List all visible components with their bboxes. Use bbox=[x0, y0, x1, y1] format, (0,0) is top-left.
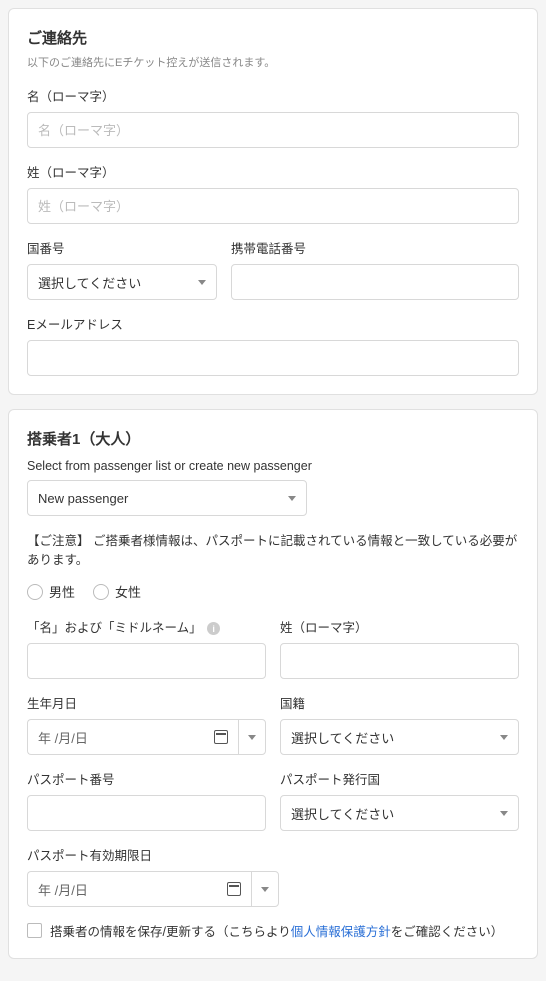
dob-dropdown-button[interactable] bbox=[238, 719, 266, 755]
country-code-label: 国番号 bbox=[27, 238, 217, 257]
radio-icon bbox=[27, 584, 43, 600]
passenger-select-label: Select from passenger list or create new… bbox=[27, 459, 519, 473]
chevron-down-icon bbox=[248, 735, 256, 740]
calendar-icon bbox=[214, 730, 228, 744]
chevron-down-icon bbox=[198, 280, 206, 285]
passport-country-value: 選択してください bbox=[291, 804, 394, 823]
passport-no-input[interactable] bbox=[27, 795, 266, 831]
gender-radios: 男性 女性 bbox=[27, 582, 519, 601]
surname-label: 姓（ローマ字） bbox=[280, 617, 519, 636]
chevron-down-icon bbox=[288, 496, 296, 501]
gender-female-label: 女性 bbox=[115, 582, 141, 601]
mobile-label: 携帯電話番号 bbox=[231, 238, 519, 257]
passport-no-label: パスポート番号 bbox=[27, 769, 266, 788]
first-name-label: 名（ローマ字） bbox=[27, 86, 519, 105]
save-info-checkbox[interactable] bbox=[27, 923, 42, 938]
contact-card: ご連絡先 以下のご連絡先にEチケット控えが送信されます。 名（ローマ字） 姓（ロ… bbox=[8, 8, 538, 395]
privacy-link[interactable]: 個人情報保護方針 bbox=[291, 925, 391, 939]
passport-expiry-input[interactable]: 年 /月/日 bbox=[27, 871, 251, 907]
surname-input[interactable] bbox=[280, 643, 519, 679]
passenger-select-value: New passenger bbox=[38, 491, 128, 506]
last-name-input[interactable] bbox=[27, 188, 519, 224]
info-icon: i bbox=[207, 622, 220, 635]
passenger-card: 搭乗者1（大人） Select from passenger list or c… bbox=[8, 409, 538, 959]
chevron-down-icon bbox=[261, 887, 269, 892]
passport-expiry-dropdown-button[interactable] bbox=[251, 871, 279, 907]
last-name-label: 姓（ローマ字） bbox=[27, 162, 519, 181]
passport-notice: 【ご注意】 ご搭乗者様情報は、パスポートに記載されている情報と一致している必要が… bbox=[27, 530, 519, 568]
email-input[interactable] bbox=[27, 340, 519, 376]
dob-label: 生年月日 bbox=[27, 693, 266, 712]
email-label: Eメールアドレス bbox=[27, 314, 519, 333]
passport-expiry-placeholder: 年 /月/日 bbox=[38, 880, 88, 899]
contact-title: ご連絡先 bbox=[27, 27, 519, 48]
nationality-label: 国籍 bbox=[280, 693, 519, 712]
radio-icon bbox=[93, 584, 109, 600]
passenger-select[interactable]: New passenger bbox=[27, 480, 307, 516]
given-name-input[interactable] bbox=[27, 643, 266, 679]
passport-country-label: パスポート発行国 bbox=[280, 769, 519, 788]
dob-placeholder: 年 /月/日 bbox=[38, 728, 88, 747]
passport-expiry-label: パスポート有効期限日 bbox=[27, 845, 519, 864]
nationality-value: 選択してください bbox=[291, 728, 394, 747]
country-code-select[interactable]: 選択してください bbox=[27, 264, 217, 300]
contact-subtitle: 以下のご連絡先にEチケット控えが送信されます。 bbox=[27, 54, 519, 70]
dob-input[interactable]: 年 /月/日 bbox=[27, 719, 238, 755]
passenger-title: 搭乗者1（大人） bbox=[27, 428, 519, 449]
country-code-value: 選択してください bbox=[38, 273, 141, 292]
gender-male-radio[interactable]: 男性 bbox=[27, 582, 75, 601]
save-info-text: 搭乗者の情報を保存/更新する（こちらより個人情報保護方針をご確認ください） bbox=[50, 921, 503, 940]
chevron-down-icon bbox=[500, 735, 508, 740]
mobile-input[interactable] bbox=[231, 264, 519, 300]
save-info-row: 搭乗者の情報を保存/更新する（こちらより個人情報保護方針をご確認ください） bbox=[27, 921, 519, 940]
gender-male-label: 男性 bbox=[49, 582, 75, 601]
calendar-icon bbox=[227, 882, 241, 896]
first-name-input[interactable] bbox=[27, 112, 519, 148]
chevron-down-icon bbox=[500, 811, 508, 816]
passport-country-select[interactable]: 選択してください bbox=[280, 795, 519, 831]
nationality-select[interactable]: 選択してください bbox=[280, 719, 519, 755]
given-name-label: 「名」および「ミドルネーム」 i bbox=[27, 617, 266, 636]
gender-female-radio[interactable]: 女性 bbox=[93, 582, 141, 601]
